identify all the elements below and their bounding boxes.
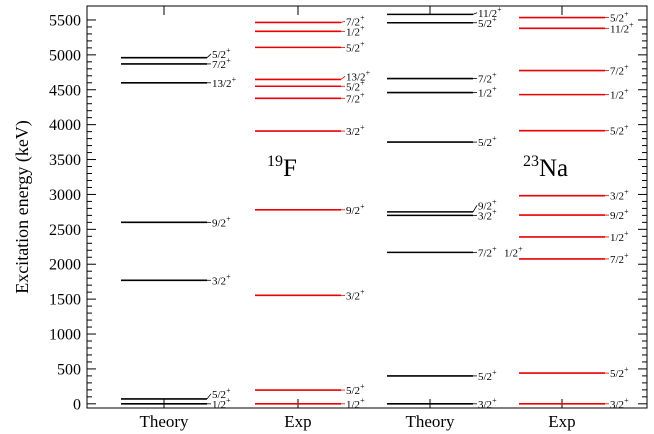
spin-parity-label: 1/2+ xyxy=(610,87,629,102)
spin-parity-label: 5/2+ xyxy=(346,39,365,54)
y-tick-label: 4000 xyxy=(49,117,81,134)
y-tick-label: 2500 xyxy=(49,222,81,239)
spin-parity-label: 1/2+ xyxy=(610,229,629,244)
spin-parity-label: 3/2+ xyxy=(212,272,231,287)
spin-parity-label: 5/2+ xyxy=(478,134,497,149)
spin-parity-label: 11/2+ xyxy=(478,5,502,20)
spin-parity-label: 5/2+ xyxy=(346,78,365,93)
category-label: Exp xyxy=(548,412,575,431)
y-tick-label: 1000 xyxy=(49,327,81,344)
spin-parity-label: 5/2+ xyxy=(478,15,497,30)
y-tick-label: 5000 xyxy=(49,47,81,64)
spin-parity-label: 7/2+ xyxy=(610,251,629,266)
spin-parity-label: 9/2+ xyxy=(478,197,497,212)
spin-parity-label: 3/2+ xyxy=(346,123,365,138)
levels-layer xyxy=(121,12,609,405)
y-tick-label: 1500 xyxy=(49,292,81,309)
level-connector xyxy=(206,393,212,400)
labels-layer: 0 500 1000 1500 2000 2500 3000 3500 4000 4500 5000… xyxy=(49,5,634,431)
level-connector xyxy=(472,12,478,15)
spin-parity-label: 11/2+ xyxy=(610,20,634,35)
spin-parity-label: 5/2+ xyxy=(610,10,629,25)
spin-parity-label: 5/2+ xyxy=(346,382,365,397)
spin-parity-label: 1/2+ xyxy=(346,23,365,38)
y-tick-label: 3000 xyxy=(49,187,81,204)
level-connector xyxy=(340,20,346,23)
spin-parity-label: 5/2+ xyxy=(610,123,629,138)
y-tick-label: 2000 xyxy=(49,257,81,274)
y-axis-label: Excitation energy (keV) xyxy=(12,120,33,294)
spin-parity-label: 13/2+ xyxy=(346,68,371,83)
spin-parity-label: 7/2+ xyxy=(346,90,365,105)
category-label: Theory xyxy=(139,412,189,431)
spin-parity-label: 9/2+ xyxy=(346,202,365,217)
spin-parity-label: 5/2+ xyxy=(212,386,231,401)
spin-parity-label: 3/2+ xyxy=(346,287,365,302)
y-tick-label: 3500 xyxy=(49,152,81,169)
spin-parity-label: 5/2+ xyxy=(478,368,497,383)
spin-parity-label: 7/2+ xyxy=(478,71,497,86)
spin-parity-label: 3/2+ xyxy=(610,188,629,203)
nucleus-label: 19F xyxy=(267,153,297,182)
spin-parity-label: 3/2+ xyxy=(478,207,497,222)
spin-parity-label: 7/2+ xyxy=(212,56,231,71)
spin-parity-label: 5/2+ xyxy=(610,365,629,380)
level-connector xyxy=(206,53,212,58)
tick-layer xyxy=(87,6,647,408)
y-tick-label: 5500 xyxy=(49,12,81,29)
nucleus-label: 23Na xyxy=(523,153,568,182)
spin-parity-label: 13/2+ xyxy=(212,75,237,90)
spin-parity-label: 1/2+ xyxy=(346,396,365,411)
spin-parity-label: 1/2+ xyxy=(478,85,497,100)
category-label: Exp xyxy=(284,412,311,431)
spin-parity-label: 5/2+ xyxy=(212,46,231,61)
y-tick-label: 0 xyxy=(73,396,81,413)
level-connector xyxy=(472,205,478,213)
spin-parity-label: 9/2+ xyxy=(212,214,231,229)
spin-parity-label: 7/2+ xyxy=(346,13,365,28)
y-tick-label: 4500 xyxy=(49,82,81,99)
spin-parity-label: 9/2+ xyxy=(610,207,629,222)
spin-parity-label: 7/2+ xyxy=(478,244,497,259)
category-label: Theory xyxy=(405,412,455,431)
spin-parity-label: 3/2+ xyxy=(610,396,629,411)
spin-parity-label: 3/2+ xyxy=(478,396,497,411)
y-tick-label: 500 xyxy=(57,361,81,378)
level-connector xyxy=(340,75,346,80)
spin-parity-label: 1/2+ xyxy=(504,244,523,259)
spin-parity-label: 1/2+ xyxy=(212,396,231,411)
spin-parity-label: 7/2+ xyxy=(610,63,629,78)
plot-frame xyxy=(86,5,648,409)
